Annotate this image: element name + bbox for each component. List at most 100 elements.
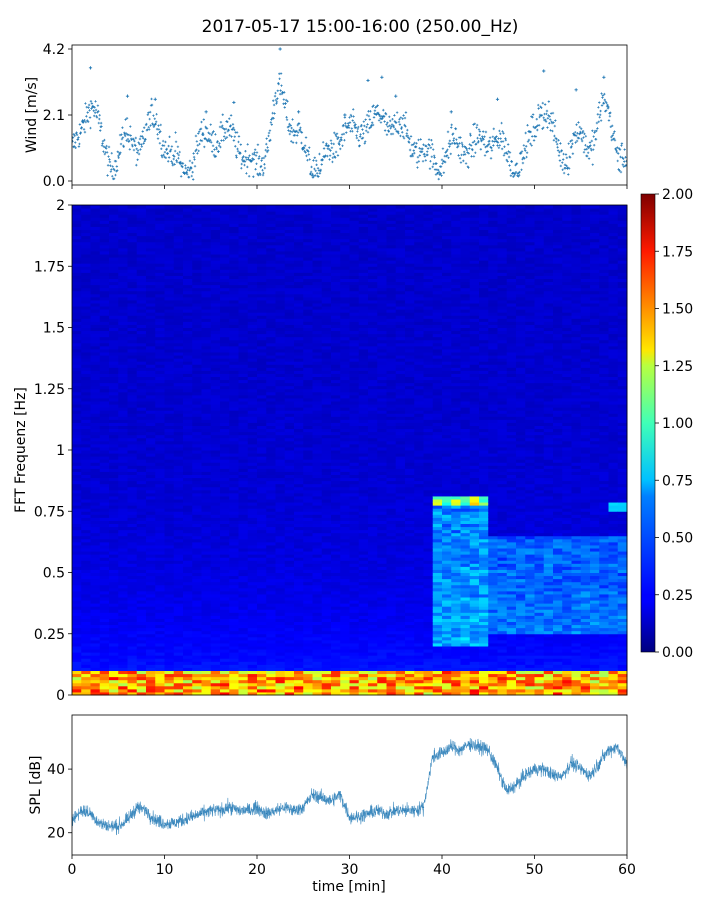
spectrogram-cell-1055 — [127, 401, 138, 405]
spectrogram-cell-1627 — [164, 609, 175, 613]
spectrogram-cell-2239 — [192, 205, 202, 209]
spectrogram-cell-2057 — [183, 272, 193, 276]
spectrogram-cell-990 — [127, 600, 138, 604]
spectrogram-cell-2488 — [210, 422, 221, 426]
spectrogram-cell-848 — [118, 544, 128, 549]
spectrogram-cell-738 — [109, 391, 119, 396]
spectrogram-cell-1469 — [155, 603, 165, 607]
spectrogram-cell-1661 — [164, 505, 175, 509]
spectrogram-cell-2909 — [238, 603, 249, 607]
spectrogram-cell-1291 — [146, 658, 156, 662]
spectrogram-cell-1635 — [164, 584, 175, 589]
spectrogram-cell-1965 — [183, 554, 193, 558]
spectrogram-cell-1601 — [164, 688, 175, 693]
spectrogram-cell-2687 — [220, 303, 230, 307]
spectrogram-cell-2688 — [220, 299, 230, 304]
spectrogram-cell-3416 — [266, 520, 276, 524]
spectrogram-cell-1277 — [136, 211, 147, 215]
spectrogram-cell-442 — [90, 318, 101, 322]
spectrogram-cell-1436 — [146, 214, 156, 218]
wind-point-94 — [114, 173, 117, 177]
spectrogram-cell-1993 — [183, 468, 193, 472]
spectrogram-cell-760 — [109, 324, 119, 328]
spectrogram-cell-3604 — [275, 434, 286, 439]
spectrogram-cell-3370 — [266, 661, 276, 665]
spectrogram-cell-3436 — [266, 459, 276, 463]
spectrogram-cell-3703 — [284, 621, 295, 626]
spectrogram-cell-3440 — [266, 446, 276, 451]
spectrogram-cell-2636 — [220, 459, 230, 463]
spectrogram-cell-3701 — [284, 627, 295, 632]
spectrogram-cell-72 — [72, 471, 82, 475]
spectrogram-cell-1864 — [173, 373, 184, 377]
spectrogram-cell-3026 — [238, 244, 249, 249]
spectrogram-cell-2995 — [238, 339, 249, 344]
spectrogram-cell-1535 — [155, 401, 165, 405]
spectrogram-cell-2325 — [201, 431, 212, 436]
spectrogram-cell-3503 — [266, 254, 276, 258]
spectrogram-cell-230 — [81, 477, 91, 482]
spectrogram-cell-2934 — [238, 526, 249, 531]
spectrogram-cell-3359 — [257, 205, 267, 209]
spectrogram-cell-524 — [99, 557, 110, 561]
spectrogram-cell-1239 — [136, 327, 147, 332]
spectrogram-cell-1576 — [155, 275, 165, 279]
spectrogram-cell-2436 — [210, 581, 221, 586]
spectrogram-cell-1787 — [173, 609, 184, 613]
spectrogram-cell-2343 — [201, 376, 212, 381]
spectrogram-cell-3528 — [275, 667, 286, 671]
spectrogram-cell-420 — [90, 385, 101, 390]
spectrogram-cell-1994 — [183, 465, 193, 469]
spectrogram-cell-2202 — [192, 318, 202, 322]
spectrogram-cell-2759 — [229, 572, 239, 577]
spectrogram-cell-439 — [90, 327, 101, 332]
spectrogram-cell-614 — [99, 281, 110, 286]
spectrogram-cell-2304 — [201, 495, 212, 500]
spectrogram-cell-897 — [118, 394, 128, 399]
spectrogram-cell-843 — [118, 560, 128, 564]
spectrogram-cell-2160 — [192, 446, 202, 451]
spectrogram-cell-2253 — [201, 652, 212, 656]
spectrogram-cell-3161 — [247, 321, 258, 325]
spectrogram-cell-3002 — [238, 318, 249, 322]
spectrogram-cell-2221 — [192, 260, 202, 264]
spectrogram-cell-2784 — [229, 495, 239, 500]
spectrogram-cell-621 — [99, 260, 110, 264]
spectrogram-cell-95 — [72, 401, 82, 405]
spectrogram-cell-2001 — [183, 443, 193, 448]
spectrogram-cell-2926 — [238, 551, 249, 555]
spectrogram-cell-1267 — [136, 241, 147, 246]
spectrogram-cell-2886 — [238, 673, 249, 678]
spectrogram-cell-2082 — [192, 685, 202, 690]
spectrogram-cell-8 — [72, 667, 82, 671]
spectrogram-cell-3038 — [238, 208, 249, 212]
spectrogram-cell-1337 — [146, 517, 156, 521]
spectrogram-cell-638 — [99, 208, 110, 212]
spectrogram-cell-911 — [118, 352, 128, 356]
spectrogram-cell-3188 — [247, 238, 258, 243]
spectrogram-cell-2775 — [229, 523, 239, 528]
spectrogram-cell-93 — [72, 407, 82, 411]
spectrogram-cell-1270 — [136, 232, 147, 237]
wind-point-88 — [111, 165, 114, 168]
spectrogram-cell-2525 — [210, 309, 221, 313]
spectrogram-cell-302 — [81, 257, 91, 261]
spectrogram-cell-2949 — [238, 480, 249, 485]
spectrogram-cell-3496 — [266, 275, 276, 279]
spectrogram-cell-1839 — [173, 450, 184, 454]
spectrogram-cell-2602 — [220, 563, 230, 567]
spectrogram-cell-3574 — [275, 526, 286, 531]
spectrogram-cell-1414 — [146, 281, 156, 286]
spectrogram-cell-2545 — [210, 247, 221, 252]
spectrogram-cell-523 — [99, 560, 110, 564]
spectrogram-cell-1412 — [146, 287, 156, 292]
spectrogram-cell-3368 — [266, 667, 276, 671]
spectrogram-cell-2381 — [201, 260, 212, 264]
spectrogram-cell-197 — [81, 578, 91, 583]
spectrogram-cell-118 — [72, 330, 82, 335]
spectrogram-cell-2663 — [220, 376, 230, 381]
spectrogram-cell-575 — [99, 401, 110, 405]
spectrogram-cell-3172 — [247, 287, 258, 292]
spectrogram-cell-2815 — [229, 401, 239, 405]
